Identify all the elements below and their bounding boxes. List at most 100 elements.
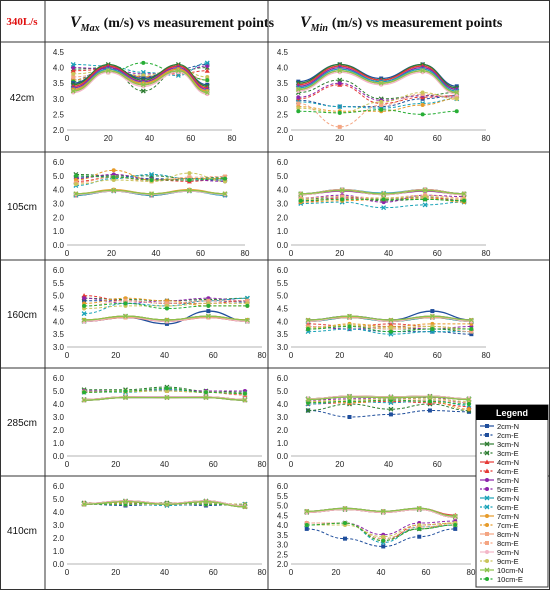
410cm-vmin-ytick-label: 2.0: [277, 560, 289, 569]
160cm-vmin-point-10cm-n: [305, 317, 311, 323]
105cm-vmax-point-9cm-e: [222, 179, 227, 184]
160cm-vmax-series-10cm-n: [81, 313, 250, 323]
160cm-vmax-ytick-label: 4.0: [53, 317, 65, 326]
105cm-vmin-point-6cm-e: [381, 205, 387, 211]
160cm-vmin-point-10cm-n: [347, 313, 352, 319]
160cm-vmin-line-5cm-e: [308, 325, 472, 330]
42cm-vmin-series-2cm-e: [296, 93, 459, 109]
285cm-vmax-series-10cm-e: [82, 386, 247, 396]
285cm-vmax-xtick-label: 20: [111, 460, 120, 469]
105cm-vmax-line-7cm-e: [75, 169, 225, 181]
105cm-vmax-point-10cm-n: [149, 191, 155, 197]
160cm-vmax-ytick-label: 4.5: [53, 305, 65, 314]
410cm-vmin-line-7cm-e: [306, 522, 456, 542]
legend-swatch-marker: [485, 559, 489, 563]
410cm-vmin-xtick-label: 60: [422, 568, 431, 577]
corner-label: 340L/s: [6, 16, 38, 28]
legend-item-label: 5cm-E: [497, 485, 519, 494]
42cm-vmax-xtick-label: 60: [186, 134, 195, 143]
285cm-vmax-line-10cm-n: [84, 396, 245, 401]
105cm-vmax-point-10cm-e: [222, 176, 227, 181]
285cm-vmin-line-2cm-e: [308, 409, 469, 418]
42cm-vmin-series-9cm-e: [296, 90, 459, 115]
285cm-vmax-point-10cm-n: [81, 397, 87, 403]
410cm-vmin-line-10cm-e: [306, 522, 456, 542]
285cm-vmin-point-2cm-e: [466, 409, 471, 414]
42cm-vmin-line-4cm-e: [298, 84, 457, 104]
105cm-vmax-ytick-label: 4.0: [53, 186, 65, 195]
105cm-vmax-point-10cm-n: [186, 187, 192, 193]
105cm-vmax-ytick-label: 1.0: [53, 227, 65, 236]
chart-42cm-vmin: 2.0 2.5 3.0 3.5 4.0 4.5 0 20 40 60 80: [277, 48, 491, 143]
410cm-vmin-xtick-label: 0: [289, 568, 294, 577]
160cm-vmin-point-10cm-n: [429, 313, 435, 319]
legend-item-7cm-e: 7cm-E: [480, 521, 519, 530]
42cm-vmax-point-8cm-e: [71, 74, 76, 79]
legend-swatch-marker: [484, 441, 490, 447]
42cm-vmin-point-5cm-e: [337, 81, 342, 86]
legend-item-label: 7cm-E: [497, 521, 519, 530]
410cm-vmin-line-2cm-e: [306, 528, 456, 547]
105cm-vmin-xtick-label: 0: [289, 249, 294, 258]
row-label-105cm: 105cm: [7, 202, 37, 213]
160cm-vmax-xtick-label: 60: [209, 351, 218, 360]
42cm-vmax-point-6cm-e: [140, 69, 146, 75]
285cm-vmax-point-10cm-n: [164, 395, 170, 400]
160cm-vmin-point-2cm-e: [469, 332, 474, 337]
160cm-vmax-point-8cm-e: [206, 298, 211, 303]
160cm-vmax-xtick-label: 0: [65, 351, 70, 360]
42cm-vmin-ytick-label: 3.0: [277, 95, 289, 104]
410cm-vmin-point-10cm-e: [343, 521, 347, 526]
160cm-vmax-point-4cm-e: [81, 293, 87, 298]
42cm-vmin-line-6cm-e: [298, 98, 457, 109]
160cm-vmin-point-10cm-n: [468, 317, 474, 323]
285cm-vmin-ytick-label: 0.0: [277, 452, 289, 461]
42cm-vmin-point-5cm-e: [296, 95, 301, 100]
legend-item-label: 4cm-N: [497, 458, 519, 467]
160cm-vmin-line-3cm-e: [308, 325, 472, 333]
legend-item-3cm-n: 3cm-N: [480, 440, 519, 449]
105cm-vmax-point-10cm-n: [111, 187, 117, 193]
410cm-vmax-xtick-label: 0: [65, 568, 70, 577]
105cm-vmin-line-4cm-e: [300, 197, 465, 203]
285cm-vmax-point-10cm-e: [82, 390, 87, 395]
160cm-vmax-line-4cm-e: [84, 295, 248, 304]
legend-item-3cm-e: 3cm-E: [480, 449, 519, 458]
410cm-vmin-series-10cm-e: [304, 521, 458, 543]
410cm-vmax-ytick-label: 1.0: [53, 547, 65, 556]
105cm-vmin-ytick-label: 1.0: [277, 227, 289, 236]
42cm-vmax-point-2cm-n: [71, 81, 76, 86]
285cm-vmin-xtick-label: 20: [335, 460, 344, 469]
285cm-vmax-ytick-label: 6.0: [53, 374, 65, 383]
160cm-vmax-xtick-label: 20: [111, 351, 120, 360]
42cm-vmin-ytick-label: 2.5: [277, 110, 289, 119]
410cm-vmin-point-10cm-n: [342, 505, 348, 511]
160cm-vmin-xtick-label: 60: [433, 351, 442, 360]
42cm-vmax-point-9cm-e: [141, 73, 146, 78]
410cm-vmax-point-10cm-n: [203, 499, 209, 505]
42cm-vmax-ytick-label: 3.5: [53, 79, 65, 88]
160cm-vmin-point-10cm-n: [388, 317, 394, 323]
105cm-vmin-point-10cm-e: [381, 197, 386, 202]
row-label-285cm: 285cm: [7, 418, 37, 429]
160cm-vmax-point-10cm-e: [245, 303, 250, 308]
410cm-vmin-point-2cm-e: [381, 544, 386, 549]
105cm-vmax-point-10cm-e: [187, 177, 192, 182]
105cm-vmax-series-10cm-n: [73, 187, 228, 197]
410cm-vmin-xtick-label: 20: [332, 568, 341, 577]
42cm-vmax-point-10cm-n: [140, 82, 146, 88]
105cm-vmax-xtick-label: 60: [196, 249, 205, 258]
105cm-vmin-point-5cm-e: [381, 200, 386, 205]
105cm-vmin-ytick-label: 0.0: [277, 241, 289, 250]
legend-item-label: 2cm-E: [497, 431, 519, 440]
42cm-vmax-point-6cm-e: [175, 72, 181, 78]
105cm-vmax-point-9cm-e: [73, 182, 78, 187]
chart-160cm-vmin: 3.0 3.5 4.0 4.5 5.0 5.5 6.0 0 20 40 60 80: [277, 266, 491, 360]
105cm-vmax-xtick-label: 40: [152, 249, 161, 258]
105cm-vmin-point-10cm-e: [462, 198, 467, 203]
105cm-vmax-point-8cm-e: [187, 175, 192, 180]
42cm-vmin-point-10cm-e: [379, 107, 384, 112]
410cm-vmin-point-10cm-e: [417, 526, 422, 531]
42cm-vmin-point-9cm-e: [379, 99, 384, 104]
160cm-vmax-series-10cm-e: [82, 301, 250, 311]
